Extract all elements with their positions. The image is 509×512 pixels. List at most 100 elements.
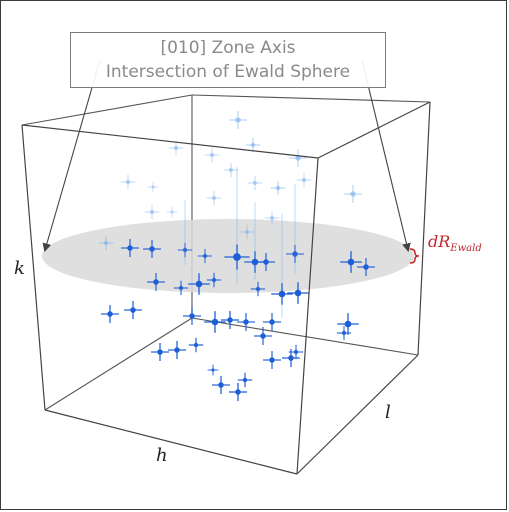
spot-core xyxy=(228,167,234,173)
diffraction-spot xyxy=(144,204,160,220)
k-axis-label: k xyxy=(14,258,25,279)
spot-core xyxy=(293,349,299,355)
spot-core xyxy=(209,152,215,158)
spot-core xyxy=(363,264,369,270)
diffraction-spot xyxy=(204,311,226,333)
diffraction-spot xyxy=(168,341,186,359)
spot-core xyxy=(195,280,203,288)
diffraction-spot xyxy=(336,325,352,341)
diffraction-spot xyxy=(254,327,272,345)
cube-edge xyxy=(296,157,319,475)
diffraction-spot xyxy=(247,175,263,191)
diffraction-spot xyxy=(147,181,159,193)
spot-core xyxy=(244,229,250,235)
diffraction-spot xyxy=(271,214,293,318)
diffraction-spot xyxy=(237,372,253,388)
diffraction-spot xyxy=(212,376,230,394)
diffraction-spot xyxy=(120,174,136,190)
spot-core xyxy=(347,258,355,266)
diffraction-spot xyxy=(147,273,165,291)
diffraction-spot xyxy=(177,200,193,265)
spot-core xyxy=(252,180,258,186)
spot-core xyxy=(149,246,155,252)
spot-core xyxy=(251,258,259,266)
diffraction-spot xyxy=(344,185,362,203)
diffraction-spot xyxy=(288,344,304,360)
diffraction-spot xyxy=(207,364,219,376)
spot-core xyxy=(341,330,347,336)
spot-core xyxy=(255,286,261,292)
spot-core xyxy=(178,285,184,291)
diffraction-spot xyxy=(264,210,280,226)
diffraction-spot xyxy=(237,313,255,331)
diffraction-spot xyxy=(337,313,359,335)
diffraction-spot xyxy=(221,311,239,329)
diffraction-spot xyxy=(229,383,247,401)
l-axis-label: l xyxy=(385,402,391,423)
spot-core xyxy=(174,347,180,353)
cube-edge xyxy=(21,124,46,411)
spot-core xyxy=(193,342,199,348)
diffraction-spot xyxy=(296,172,312,188)
spot-core xyxy=(278,290,286,298)
cube-edge xyxy=(44,409,298,475)
diffraction-spot xyxy=(250,281,266,297)
diffraction-spot xyxy=(287,282,309,304)
spot-core xyxy=(260,333,266,339)
diffraction-spot xyxy=(183,307,201,325)
spot-core xyxy=(227,317,233,323)
diffraction-spot xyxy=(206,272,222,288)
diffraction-spot xyxy=(98,235,114,251)
diffraction-spot xyxy=(223,162,239,178)
diffraction-spot xyxy=(173,280,189,296)
diffraction-spot xyxy=(289,149,307,167)
spot-core xyxy=(211,195,217,201)
diffraction-spot xyxy=(124,301,142,319)
diffraction-spot xyxy=(245,137,261,153)
ewald-thickness-label: dREwald xyxy=(428,232,482,254)
diffraction-spot xyxy=(197,248,213,264)
diffraction-spot xyxy=(263,351,281,369)
cube-edge xyxy=(191,94,431,103)
left-callout-arrow xyxy=(42,59,101,253)
spot-core xyxy=(344,320,352,328)
cube-front-edges xyxy=(21,101,431,475)
spot-core xyxy=(170,210,174,214)
callout-title: [010] Zone Axis xyxy=(160,38,296,58)
spot-core xyxy=(173,145,179,151)
spot-core xyxy=(130,307,136,313)
spot-core xyxy=(235,117,241,123)
diffraction-spot xyxy=(270,180,286,196)
spot-core xyxy=(233,253,241,261)
spot-core xyxy=(301,177,307,183)
spot-core xyxy=(235,389,241,395)
diffraction-spot xyxy=(188,337,204,353)
spot-core xyxy=(269,319,275,325)
diffraction-spot xyxy=(357,258,375,276)
diffraction-spots xyxy=(98,111,375,401)
spot-core xyxy=(149,209,155,215)
cube-edge xyxy=(21,124,319,159)
spot-core xyxy=(294,289,302,297)
h-axis-label: h xyxy=(156,445,168,466)
diffraction-spot xyxy=(168,140,184,156)
spot-core xyxy=(153,279,159,285)
diffraction-spot xyxy=(206,190,222,206)
diffraction-spot xyxy=(121,239,139,257)
spot-core xyxy=(269,357,275,363)
diffraction-spot xyxy=(204,147,220,163)
spot-core xyxy=(202,253,208,259)
spot-core xyxy=(189,313,195,319)
diffraction-spot xyxy=(257,253,275,271)
spot-core xyxy=(211,368,215,372)
ewald-thickness-subscript: Ewald xyxy=(450,243,482,254)
diffraction-spot xyxy=(286,184,304,275)
cube-edge xyxy=(44,317,193,411)
diffraction-spot xyxy=(239,224,255,240)
diffraction-spot xyxy=(166,206,178,218)
spot-core xyxy=(218,382,224,388)
spot-core xyxy=(242,377,248,383)
spot-core xyxy=(350,191,356,197)
spot-core xyxy=(263,259,269,265)
